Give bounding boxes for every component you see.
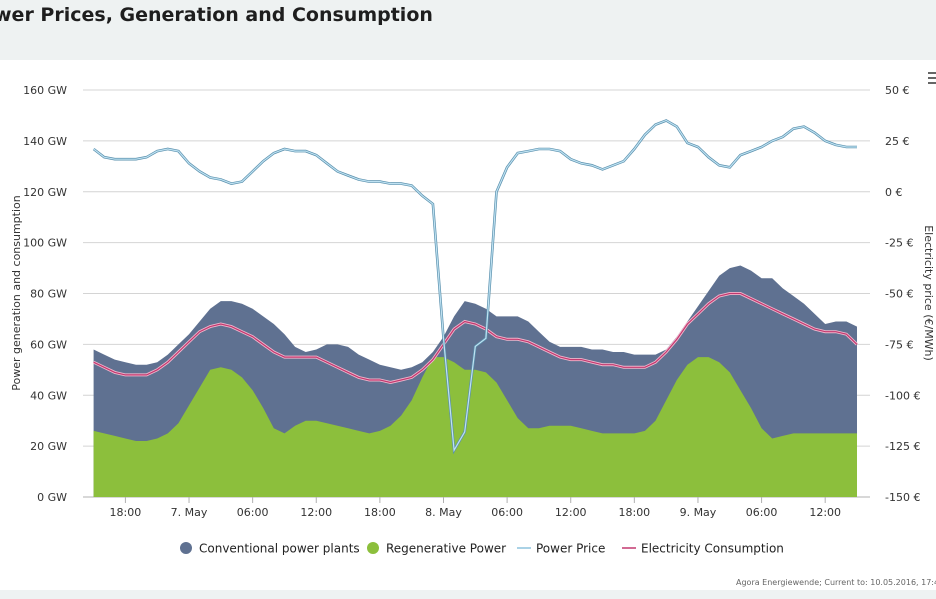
y-tick-label: 160 GW — [23, 84, 67, 97]
title-bar: wer Prices, Generation and Consumption — [0, 0, 936, 60]
x-tick-label: 12:00 — [809, 506, 841, 519]
y2-tick-label: -75 € — [885, 338, 913, 351]
legend-label: Electricity Consumption — [641, 542, 784, 556]
y-tick-label: 100 GW — [23, 237, 67, 250]
page-title: wer Prices, Generation and Consumption — [0, 4, 433, 26]
axes: 0 GW 20 GW 40 GW 60 GW 80 GW 100 GW 120 GW 140 … — [23, 84, 920, 519]
y-tick-label: 40 GW — [30, 389, 67, 402]
footer-strip — [0, 590, 936, 599]
y-tick-label: 20 GW — [30, 440, 67, 453]
legend[interactable]: Conventional power plants Regenerative Po… — [180, 542, 784, 556]
hamburger-menu-icon[interactable] — [928, 72, 936, 84]
x-tick-label: 06:00 — [491, 506, 523, 519]
areas — [93, 265, 858, 497]
y2-tick-label: 0 € — [885, 186, 903, 199]
y2-tick-label: -25 € — [885, 237, 913, 250]
legend-item-consumption[interactable]: Electricity Consumption — [622, 542, 784, 556]
x-tick-label: 18:00 — [364, 506, 396, 519]
series-area-regenerative — [93, 357, 858, 497]
y2-axis-title: Electricity price (€/MWh) — [922, 225, 935, 361]
y2-tick-label: 50 € — [885, 84, 910, 97]
legend-label: Power Price — [536, 542, 605, 556]
y2-tick-label: -125 € — [885, 440, 920, 453]
y2-tick-label: -50 € — [885, 288, 913, 301]
x-tick-label: 12:00 — [300, 506, 332, 519]
lines — [92, 119, 859, 455]
legend-symbol — [367, 542, 379, 554]
y2-tick-label: 25 € — [885, 135, 910, 148]
y-tick-label: 140 GW — [23, 135, 67, 148]
y2-tick-label: -150 € — [885, 491, 920, 504]
series-line-price — [93, 119, 857, 453]
x-tick-label: 18:00 — [110, 506, 142, 519]
x-tick-label: 9. May — [680, 506, 717, 519]
y-axis-title: Power generation and consumption — [10, 195, 23, 391]
x-tick-label: 8. May — [425, 506, 462, 519]
legend-label: Conventional power plants — [199, 542, 360, 556]
credits-text: Agora Energiewende; Current to: 10.05.20… — [736, 578, 936, 587]
legend-item-price[interactable]: Power Price — [517, 542, 605, 556]
x-tick-label: 06:00 — [237, 506, 269, 519]
y-tick-label: 60 GW — [30, 338, 67, 351]
y-tick-label: 80 GW — [30, 288, 67, 301]
x-tick-label: 7. May — [171, 506, 208, 519]
x-tick-label: 12:00 — [555, 506, 587, 519]
y-tick-label: 120 GW — [23, 186, 67, 199]
legend-item-conventional[interactable]: Conventional power plants — [180, 542, 360, 556]
series-line-consumption — [93, 292, 858, 384]
legend-label: Regenerative Power — [386, 542, 506, 556]
legend-symbol — [180, 542, 192, 554]
x-tick-label: 06:00 — [746, 506, 778, 519]
y-tick-label: 0 GW — [37, 491, 67, 504]
legend-item-regenerative[interactable]: Regenerative Power — [367, 542, 506, 556]
x-tick-label: 18:00 — [618, 506, 650, 519]
y2-tick-label: -100 € — [885, 389, 920, 402]
